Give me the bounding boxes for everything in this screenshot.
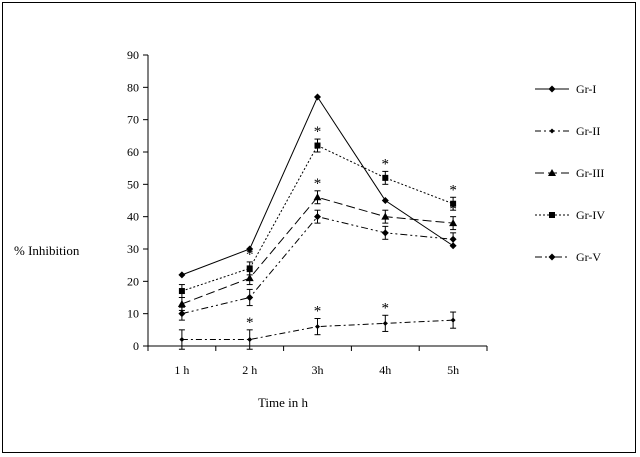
legend-entry-2: Gr-II bbox=[535, 124, 600, 138]
series-3 bbox=[177, 190, 458, 311]
y-tick-label: 20 bbox=[127, 274, 139, 288]
significance-marker: * bbox=[449, 202, 457, 218]
y-tick-label: 30 bbox=[127, 242, 139, 256]
data-point bbox=[381, 197, 389, 204]
y-tick-label: 10 bbox=[127, 307, 139, 321]
x-axis-label: Time in h bbox=[258, 395, 309, 410]
legend-label: Gr-IV bbox=[576, 208, 605, 222]
data-point bbox=[178, 288, 185, 295]
y-tick-label: 70 bbox=[127, 113, 139, 127]
legend-entry-3: Gr-III bbox=[535, 166, 604, 180]
legend-marker bbox=[548, 169, 556, 176]
data-point bbox=[381, 212, 390, 220]
data-point bbox=[178, 271, 186, 279]
significance-marker: * bbox=[314, 304, 322, 320]
legend-entry-5: Gr-V bbox=[535, 250, 601, 264]
data-point bbox=[247, 337, 253, 343]
y-tick-label: 50 bbox=[127, 177, 139, 191]
legend-entry-1: Gr-I bbox=[535, 82, 596, 96]
legend-marker bbox=[548, 85, 556, 93]
data-point bbox=[177, 299, 186, 307]
data-point bbox=[246, 245, 254, 253]
legend-label: Gr-V bbox=[576, 250, 601, 264]
data-point bbox=[315, 324, 320, 330]
significance-marker: * bbox=[246, 315, 254, 331]
data-point bbox=[449, 235, 457, 243]
data-point bbox=[382, 320, 388, 326]
legend-label: Gr-III bbox=[576, 166, 604, 180]
legend-marker bbox=[549, 128, 555, 134]
y-tick-label: 80 bbox=[127, 80, 139, 94]
y-tick-label: 90 bbox=[127, 48, 139, 62]
significance-marker: * bbox=[382, 156, 390, 172]
data-point bbox=[382, 174, 389, 181]
series-4 bbox=[178, 138, 457, 298]
legend: Gr-I Gr-II Gr-III Gr-IV Gr-V bbox=[535, 82, 605, 264]
data-point bbox=[314, 93, 321, 101]
significance-marker: * bbox=[314, 124, 322, 140]
x-tick-label: 1 h bbox=[174, 363, 189, 377]
axes: 0 10 20 30 40 50 60 70 80 90 1 h 2 h 3h 4h 5h bbox=[127, 48, 488, 377]
x-tick-label: 3h bbox=[312, 363, 324, 377]
chart-frame bbox=[2, 2, 636, 453]
legend-label: Gr-I bbox=[576, 82, 596, 96]
data-point bbox=[245, 274, 254, 282]
x-tick-label: 5h bbox=[447, 363, 459, 377]
data-point bbox=[179, 337, 185, 343]
legend-marker bbox=[548, 253, 556, 261]
series-line bbox=[181, 216, 454, 315]
data-point bbox=[178, 310, 186, 318]
y-tick-label: 40 bbox=[127, 210, 139, 224]
legend-entry-4: Gr-IV bbox=[535, 208, 605, 222]
y-tick-label: 0 bbox=[133, 339, 139, 353]
data-point bbox=[450, 317, 456, 323]
y-axis-label: % Inhibition bbox=[14, 243, 80, 258]
significance-marker: * bbox=[314, 176, 322, 192]
significance-marker: * bbox=[382, 300, 390, 316]
data-point bbox=[246, 294, 254, 301]
data-point bbox=[450, 200, 457, 207]
data-point bbox=[313, 193, 322, 201]
data-point bbox=[381, 229, 389, 237]
data-point bbox=[314, 142, 321, 149]
legend-label: Gr-II bbox=[576, 124, 600, 138]
legend-marker bbox=[549, 212, 555, 218]
data-point bbox=[246, 265, 253, 272]
series-layer: * * * * * * * * * bbox=[177, 93, 458, 350]
series-5 bbox=[178, 209, 457, 321]
significance-marker: * bbox=[449, 182, 457, 198]
data-point bbox=[449, 219, 458, 227]
significance-marker: * bbox=[246, 247, 254, 263]
data-point bbox=[314, 213, 321, 221]
x-tick-label: 2 h bbox=[242, 363, 257, 377]
series-2 bbox=[178, 311, 457, 350]
y-tick-label: 60 bbox=[127, 145, 139, 159]
x-tick-label: 4h bbox=[379, 363, 391, 377]
